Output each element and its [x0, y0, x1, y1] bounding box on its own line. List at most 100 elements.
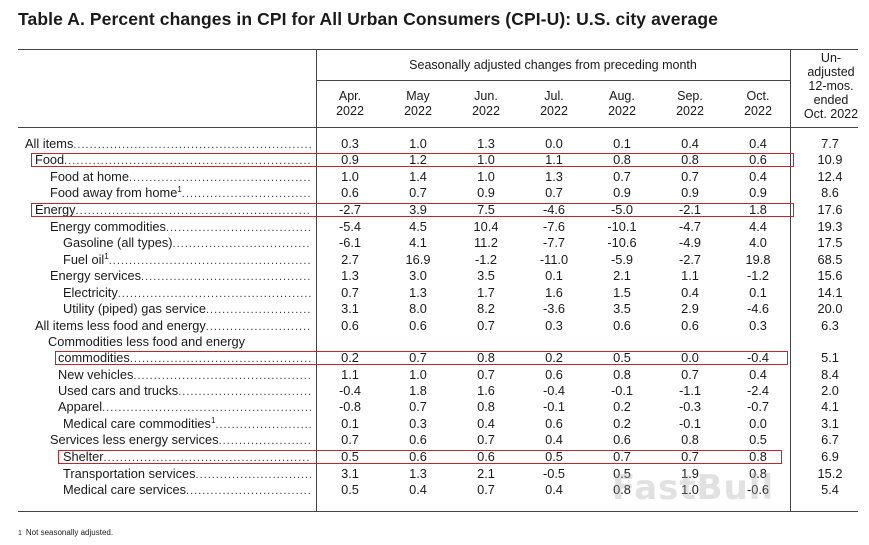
value-cell: 1.0 [681, 482, 699, 497]
value-cell: -4.9 [678, 235, 702, 250]
value-cell: 0.7 [613, 449, 631, 464]
value-cell: 17.5 [817, 235, 843, 250]
value-cell: 5.1 [821, 350, 839, 365]
value-cell: 1.0 [409, 367, 427, 382]
leader-dots: ........................................… [205, 321, 311, 333]
month-header-year: 2022 [608, 104, 636, 118]
value-cell: 0.6 [341, 318, 359, 333]
footnote-text: Not seasonally adjusted. [25, 528, 114, 537]
row-label-text: Utility (piped) gas service [63, 301, 206, 316]
month-header-month: Oct. [746, 89, 770, 103]
table-row: Energy..................................… [0, 202, 869, 218]
value-cell: 0.4 [681, 285, 699, 300]
value-cell: 4.4 [749, 219, 767, 234]
month-header: Jul. 2022 [520, 89, 588, 119]
value-cell: 0.4 [681, 136, 699, 151]
value-cell: 0.4 [477, 416, 495, 431]
leader-dots: ........................................… [102, 402, 311, 414]
value-cell: 0.3 [341, 136, 359, 151]
value-cell: 0.5 [341, 482, 359, 497]
row-label-text: Transportation services [63, 466, 196, 481]
value-cell: 1.8 [409, 383, 427, 398]
row-label: Apparel.................................… [58, 399, 311, 415]
month-header: Apr. 2022 [316, 89, 384, 119]
value-cell: 0.7 [681, 169, 699, 184]
row-label: New vehicles............................… [58, 367, 311, 383]
footnote-marker: 1 [18, 530, 22, 537]
value-cell: -5.9 [610, 252, 634, 267]
table-row: Fuel oil1...............................… [0, 252, 869, 268]
value-cell: 0.9 [613, 185, 631, 200]
value-cell: 1.3 [477, 136, 495, 151]
value-cell: 1.1 [545, 152, 563, 167]
value-cell: 2.1 [477, 466, 495, 481]
header-inner-rule [316, 80, 790, 81]
row-label: Shelter.................................… [63, 449, 311, 465]
month-header-month: May [406, 89, 430, 103]
value-cell: -4.6 [746, 301, 770, 316]
value-cell: 0.5 [341, 449, 359, 464]
value-cell: 0.4 [545, 482, 563, 497]
value-cell: 0.8 [477, 399, 495, 414]
value-cell: 0.6 [613, 432, 631, 447]
row-label-text: Shelter [63, 449, 104, 464]
value-cell: 0.7 [341, 432, 359, 447]
value-cell: 1.1 [341, 367, 359, 382]
value-cell: 1.6 [477, 383, 495, 398]
value-cell: -2.4 [746, 383, 770, 398]
value-cell: 0.7 [477, 432, 495, 447]
table-row: Food at home............................… [0, 169, 869, 185]
row-label: Commodities less food and energy [48, 334, 311, 350]
leader-dots: ........................................… [181, 188, 311, 200]
row-label-text: All items [25, 136, 74, 151]
value-cell: 2.7 [341, 252, 359, 267]
value-cell: 1.5 [613, 285, 631, 300]
value-cell: 3.5 [613, 301, 631, 316]
value-cell: 0.5 [613, 466, 631, 481]
value-cell: 1.3 [409, 285, 427, 300]
value-cell: -0.4 [746, 350, 770, 365]
row-label: Electricity.............................… [63, 285, 311, 301]
value-cell: 10.9 [817, 152, 843, 167]
value-cell: 0.6 [341, 185, 359, 200]
table-row: Medical care services...................… [0, 482, 869, 498]
month-header-month: Aug. [609, 89, 635, 103]
value-cell: 0.6 [409, 449, 427, 464]
unadjusted-line: ended [813, 93, 849, 107]
leader-dots: ........................................… [73, 139, 311, 151]
value-cell: -2.7 [678, 252, 702, 267]
table-row: All items...............................… [0, 136, 869, 152]
leader-dots: ........................................… [205, 304, 311, 316]
value-cell: -5.0 [610, 202, 634, 217]
month-header: May 2022 [384, 89, 452, 119]
value-cell: -1.2 [746, 268, 770, 283]
value-cell: -0.6 [746, 482, 770, 497]
row-label: Used cars and trucks....................… [58, 383, 311, 399]
row-label-text: Fuel oil1 [63, 252, 109, 267]
row-label: Medical care services...................… [63, 482, 311, 498]
value-cell: -0.4 [338, 383, 362, 398]
value-cell: -0.1 [678, 416, 702, 431]
unadjusted-line: adjusted [807, 65, 855, 79]
row-label: Utility (piped) gas service.............… [63, 301, 311, 317]
value-cell: 3.0 [409, 268, 427, 283]
value-cell: -7.6 [542, 219, 566, 234]
value-cell: -10.1 [607, 219, 637, 234]
value-cell: 0.6 [749, 152, 767, 167]
value-cell: -1.2 [474, 252, 498, 267]
value-cell: 0.1 [749, 285, 767, 300]
leader-dots: ........................................… [64, 155, 311, 167]
value-cell: -3.6 [542, 301, 566, 316]
row-label-text: Gasoline (all types) [63, 235, 173, 250]
row-label: All items less food and energy..........… [35, 318, 311, 334]
value-cell: 1.0 [477, 169, 495, 184]
value-cell: 0.7 [409, 350, 427, 365]
month-header-month: Sep. [677, 89, 703, 103]
value-cell: 4.1 [409, 235, 427, 250]
value-cell: 0.8 [613, 482, 631, 497]
value-cell: 0.9 [477, 185, 495, 200]
table-row: Food away from home1....................… [0, 185, 869, 201]
row-label-text: Electricity [63, 285, 118, 300]
value-cell: 0.2 [613, 416, 631, 431]
value-cell: 6.7 [821, 432, 839, 447]
